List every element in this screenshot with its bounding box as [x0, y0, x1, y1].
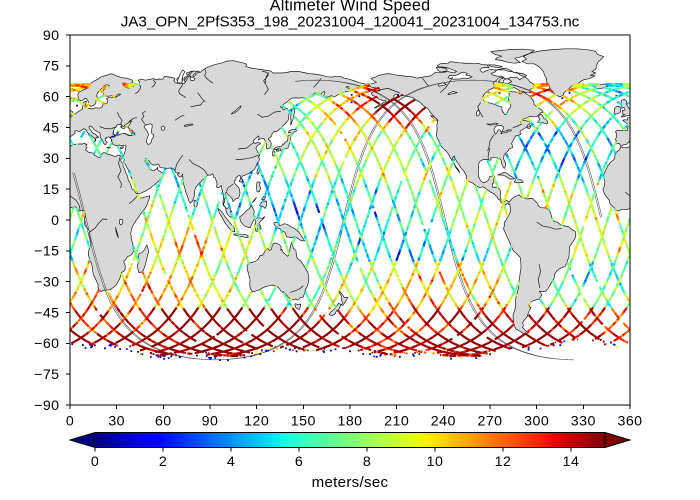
svg-text:−60: −60	[34, 336, 59, 352]
svg-text:JA3_OPN_2PfS353_198_20231004_1: JA3_OPN_2PfS353_198_20231004_120041_2023…	[121, 14, 580, 31]
svg-text:360: 360	[617, 414, 642, 430]
svg-text:90: 90	[43, 28, 60, 44]
svg-text:0: 0	[91, 454, 99, 470]
svg-text:meters/sec: meters/sec	[312, 474, 389, 491]
svg-text:10: 10	[427, 454, 444, 470]
svg-text:4: 4	[227, 454, 235, 470]
svg-text:Altimeter Wind Speed: Altimeter Wind Speed	[270, 0, 431, 15]
svg-text:150: 150	[291, 414, 316, 430]
svg-text:60: 60	[43, 90, 60, 106]
svg-text:−45: −45	[34, 305, 59, 321]
svg-text:300: 300	[524, 414, 549, 430]
svg-text:240: 240	[431, 414, 456, 430]
svg-text:15: 15	[43, 182, 60, 198]
svg-text:−90: −90	[34, 398, 59, 414]
svg-text:270: 270	[477, 414, 502, 430]
svg-text:−75: −75	[34, 367, 59, 383]
svg-text:8: 8	[363, 454, 371, 470]
svg-text:45: 45	[43, 120, 60, 136]
svg-text:90: 90	[202, 414, 219, 430]
svg-text:30: 30	[108, 414, 125, 430]
svg-text:2: 2	[159, 454, 167, 470]
svg-text:−15: −15	[34, 244, 59, 260]
svg-text:0: 0	[66, 414, 74, 430]
svg-text:60: 60	[155, 414, 172, 430]
svg-text:12: 12	[495, 454, 512, 470]
svg-text:6: 6	[295, 454, 303, 470]
svg-text:330: 330	[571, 414, 596, 430]
svg-text:0: 0	[51, 213, 59, 229]
svg-text:180: 180	[337, 414, 362, 430]
svg-text:75: 75	[43, 59, 60, 75]
svg-text:210: 210	[384, 414, 409, 430]
svg-text:120: 120	[244, 414, 269, 430]
svg-text:14: 14	[563, 454, 580, 470]
svg-text:−30: −30	[34, 275, 59, 291]
svg-text:30: 30	[43, 151, 60, 167]
